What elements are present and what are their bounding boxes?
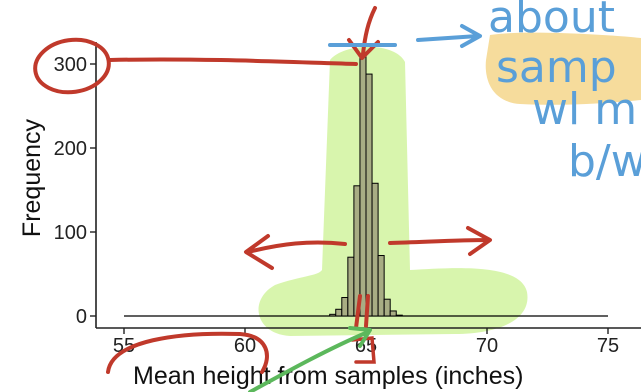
handwriting-line-2: samp (496, 42, 617, 93)
histogram-bar-1 (335, 308, 343, 317)
histogram-bar-10 (389, 310, 397, 317)
histogram-bar-3 (347, 256, 355, 317)
handwriting-line-1: about (488, 0, 615, 43)
y-tick-label-2: 200 (54, 138, 87, 160)
histogram-bar-6 (365, 73, 373, 317)
histogram-bar-2 (341, 297, 349, 317)
histogram-bar-0 (329, 313, 337, 317)
histogram-bar-11 (395, 314, 403, 317)
yellow-highlight (485, 32, 641, 105)
histogram-bar-8 (377, 255, 385, 317)
red-circle-60 (106, 331, 269, 374)
blue-arrow-right (416, 24, 482, 48)
handwriting-line-3: wl m (532, 84, 637, 135)
histogram-bar-7 (371, 182, 379, 317)
red-line-to-peak (108, 57, 358, 66)
x-tick-label-3: 70 (476, 335, 498, 357)
x-tick-label-4: 75 (597, 335, 619, 357)
y-tick-label-0: 0 (76, 306, 87, 328)
red-arrow-right (388, 226, 492, 256)
green-highlight (258, 46, 528, 337)
red-arrow-left (244, 234, 347, 270)
red-tick-marks (354, 294, 370, 330)
bars-group (329, 53, 403, 317)
y-tick-label-1: 100 (54, 222, 87, 244)
histogram-bar-9 (383, 298, 391, 317)
x-axis-title: Mean height from samples (inches) (133, 362, 523, 390)
histogram-bar-5 (359, 53, 367, 317)
y-axis-title: Frequency (18, 118, 46, 237)
handwriting-line-4: b/w (568, 136, 641, 187)
green-arrow (248, 326, 372, 392)
x-tick-label-1: 60 (234, 335, 256, 357)
x-tick-label-0: 55 (113, 335, 135, 357)
y-ticks-group: 0 100 200 300 (54, 54, 96, 328)
y-tick-label-3: 300 (54, 54, 87, 76)
red-box-65 (350, 336, 376, 364)
